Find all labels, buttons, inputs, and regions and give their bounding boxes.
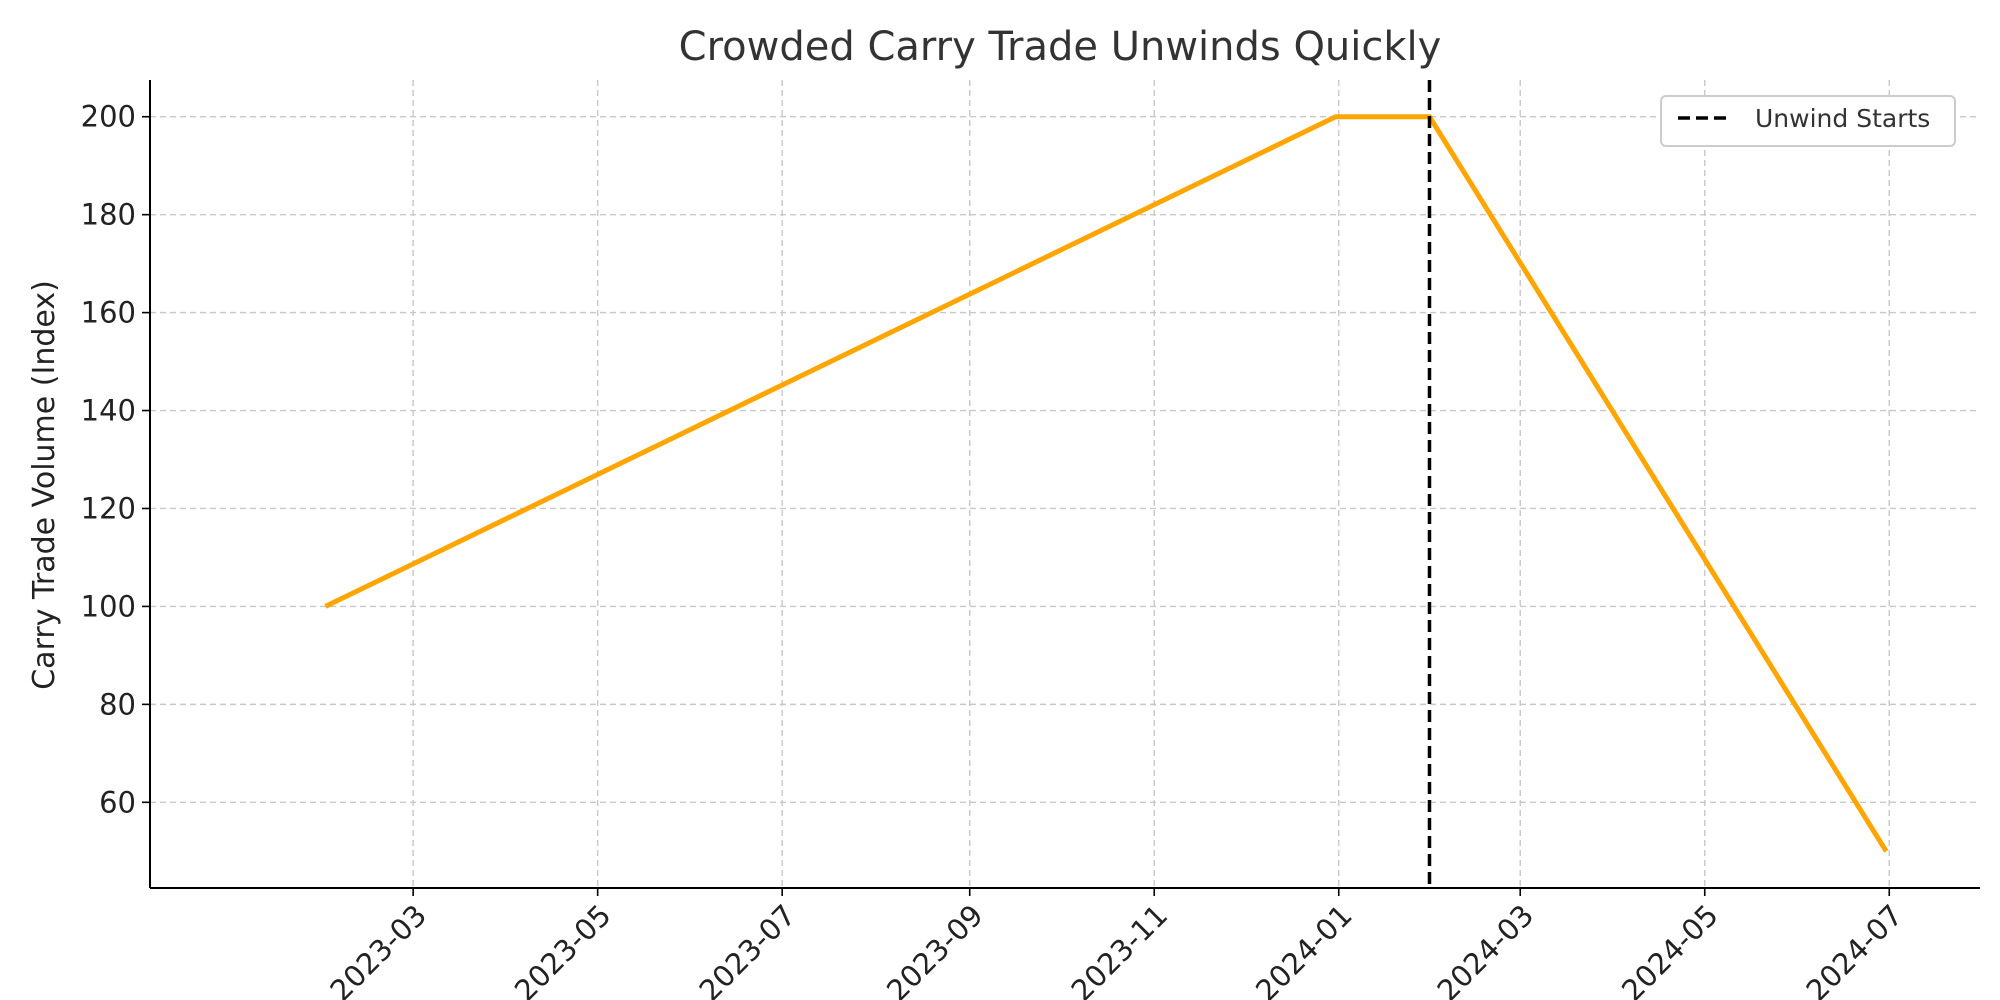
legend-label-unwind-starts: Unwind Starts xyxy=(1755,104,1930,133)
y-axis-ticks: 60 80 100 120 140 160 180 200 xyxy=(81,100,150,819)
series-line-0 xyxy=(324,114,1889,853)
legend: Unwind Starts xyxy=(1660,95,1956,147)
y-tick-label: 80 xyxy=(99,687,136,721)
series xyxy=(324,114,1889,853)
y-tick-label: 100 xyxy=(81,589,136,623)
y-tick-label: 200 xyxy=(81,100,136,134)
chart-title: Crowded Carry Trade Unwinds Quickly xyxy=(679,24,1442,70)
y-tick-label: 160 xyxy=(81,296,136,330)
y-axis-label: Carry Trade Volume (Index) xyxy=(27,280,62,690)
y-tick-label: 120 xyxy=(81,491,136,525)
y-tick-label: 60 xyxy=(99,785,136,819)
y-tick-label: 140 xyxy=(81,394,136,428)
legend-frame xyxy=(1660,95,1956,147)
y-tick-label: 180 xyxy=(81,198,136,232)
